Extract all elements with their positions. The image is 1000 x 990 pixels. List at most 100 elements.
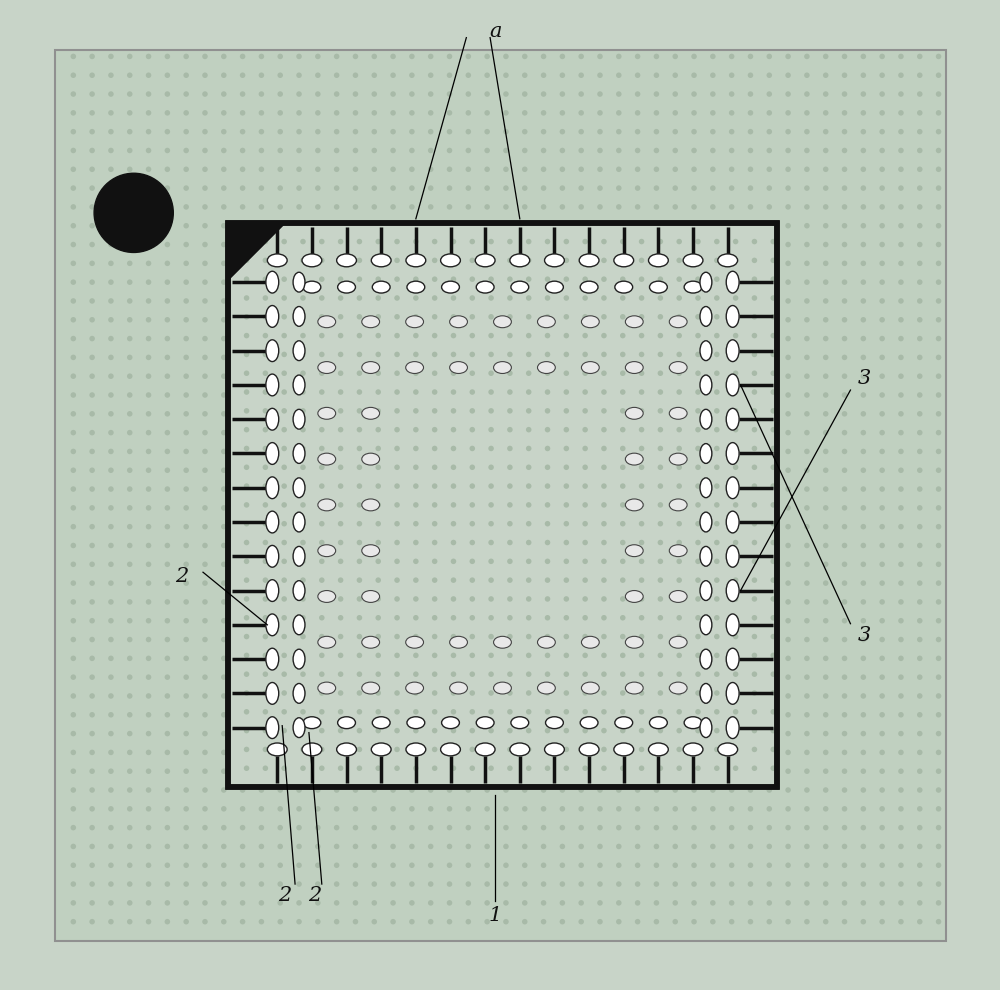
Circle shape [409, 53, 415, 59]
Circle shape [507, 596, 513, 602]
Circle shape [296, 768, 302, 774]
Circle shape [635, 787, 640, 793]
Circle shape [917, 242, 923, 248]
Circle shape [338, 577, 343, 583]
Circle shape [371, 448, 377, 454]
Circle shape [503, 862, 509, 868]
Circle shape [639, 596, 644, 602]
Circle shape [315, 129, 321, 135]
Circle shape [127, 637, 133, 643]
Circle shape [428, 655, 433, 661]
Circle shape [315, 373, 321, 379]
Circle shape [861, 486, 866, 492]
Circle shape [334, 674, 339, 680]
Circle shape [578, 430, 584, 436]
Circle shape [71, 110, 76, 116]
Circle shape [183, 712, 189, 718]
Circle shape [676, 690, 682, 696]
Circle shape [695, 765, 701, 771]
Circle shape [263, 427, 268, 433]
Circle shape [691, 373, 697, 379]
Circle shape [428, 373, 433, 379]
Circle shape [390, 317, 396, 323]
Circle shape [733, 690, 738, 696]
Circle shape [522, 430, 528, 436]
Text: 3: 3 [858, 626, 871, 645]
Circle shape [639, 709, 644, 715]
Circle shape [409, 655, 415, 661]
Circle shape [371, 53, 377, 59]
Circle shape [244, 276, 249, 282]
Circle shape [277, 185, 283, 191]
Circle shape [127, 693, 133, 699]
Circle shape [917, 862, 923, 868]
Circle shape [582, 408, 588, 414]
Circle shape [488, 596, 494, 602]
Circle shape [409, 129, 415, 135]
Circle shape [108, 618, 114, 624]
Circle shape [390, 411, 396, 417]
Circle shape [582, 652, 588, 658]
Circle shape [202, 543, 208, 548]
Circle shape [936, 543, 941, 548]
Circle shape [710, 129, 716, 135]
Circle shape [522, 298, 528, 304]
Circle shape [315, 223, 321, 229]
Circle shape [394, 295, 400, 301]
Circle shape [804, 505, 810, 511]
Circle shape [710, 524, 716, 530]
Circle shape [804, 392, 810, 398]
Bar [228, 223, 777, 787]
Circle shape [526, 427, 531, 433]
Circle shape [371, 166, 377, 172]
Circle shape [917, 881, 923, 887]
Circle shape [409, 242, 415, 248]
Circle shape [146, 768, 151, 774]
Circle shape [545, 690, 550, 696]
Circle shape [503, 618, 509, 624]
Circle shape [714, 427, 720, 433]
Circle shape [371, 505, 377, 511]
Circle shape [409, 843, 415, 849]
Circle shape [503, 411, 509, 417]
Circle shape [879, 825, 885, 831]
Ellipse shape [266, 580, 279, 602]
Circle shape [710, 543, 716, 548]
Circle shape [733, 615, 738, 621]
Circle shape [582, 464, 588, 470]
Circle shape [108, 505, 114, 511]
Circle shape [259, 336, 264, 342]
Circle shape [165, 881, 170, 887]
Circle shape [447, 524, 452, 530]
Circle shape [484, 862, 490, 868]
Circle shape [353, 53, 358, 59]
Circle shape [560, 336, 565, 342]
Circle shape [202, 317, 208, 323]
Circle shape [658, 257, 663, 263]
Circle shape [695, 408, 701, 414]
Circle shape [522, 674, 528, 680]
Circle shape [564, 652, 569, 658]
Circle shape [390, 787, 396, 793]
Circle shape [394, 634, 400, 640]
Circle shape [620, 389, 626, 395]
Circle shape [861, 731, 866, 737]
Circle shape [319, 295, 325, 301]
Circle shape [729, 486, 734, 492]
Circle shape [635, 674, 640, 680]
Circle shape [277, 336, 283, 342]
Ellipse shape [669, 453, 687, 465]
Circle shape [767, 637, 772, 643]
Circle shape [108, 430, 114, 436]
Circle shape [823, 524, 828, 530]
Circle shape [390, 843, 396, 849]
Circle shape [729, 543, 734, 548]
Circle shape [259, 919, 264, 925]
Circle shape [564, 596, 569, 602]
Circle shape [748, 843, 753, 849]
Circle shape [639, 728, 644, 734]
Circle shape [936, 260, 941, 266]
Circle shape [221, 712, 227, 718]
Circle shape [770, 540, 776, 545]
Ellipse shape [726, 443, 739, 464]
